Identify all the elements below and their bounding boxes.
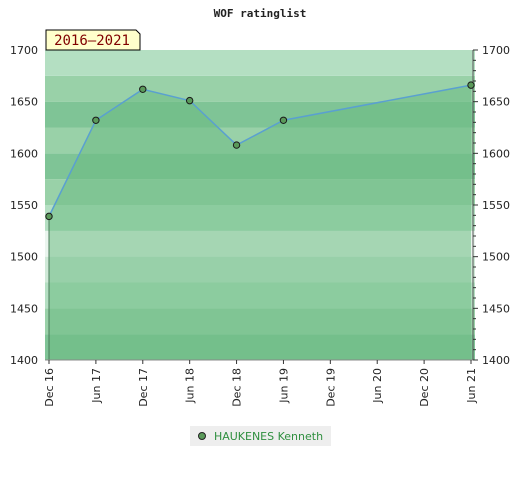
x-tick-label: Dec 16 xyxy=(43,368,56,407)
y-tick-label-right: 1600 xyxy=(482,147,510,160)
y-tick-label-left: 1600 xyxy=(10,147,38,160)
y-tick-label-right: 1650 xyxy=(482,96,510,109)
legend-label: HAUKENES Kenneth xyxy=(213,429,324,443)
y-tick-label-left: 1700 xyxy=(10,44,38,57)
data-point xyxy=(92,116,100,124)
y-tick-label-left: 1400 xyxy=(10,354,38,367)
series-points xyxy=(45,81,475,221)
axes xyxy=(45,49,478,364)
series-area-fill xyxy=(49,85,471,360)
data-point xyxy=(467,81,475,89)
x-tick-label: Jun 20 xyxy=(371,368,384,404)
y-tick-label-left: 1650 xyxy=(10,96,38,109)
data-point xyxy=(45,212,53,221)
period-badge: 2016–2021 xyxy=(45,29,141,51)
x-tick-label: Dec 18 xyxy=(231,368,244,407)
legend: HAUKENES Kenneth xyxy=(190,426,331,446)
x-tick-label: Jun 19 xyxy=(277,368,290,404)
x-tick-labels: Dec 16 Jun 17 Dec 17 Jun 18 Dec 18 Jun 19 Dec … xyxy=(43,368,478,407)
y-tick-label-left: 1500 xyxy=(10,251,38,264)
data-point xyxy=(232,141,241,149)
x-tick-label: Jun 21 xyxy=(465,368,478,404)
y-tick-label-right: 1550 xyxy=(482,199,510,212)
period-label: 2016–2021 xyxy=(54,33,130,49)
y-tick-label-right: 1700 xyxy=(482,44,510,57)
y-tick-label-right: 1500 xyxy=(482,251,510,264)
x-tick-label: Dec 20 xyxy=(418,368,431,407)
y-tick-label-left: 1550 xyxy=(10,199,38,212)
y-tick-label-right: 1450 xyxy=(482,302,510,315)
data-point xyxy=(185,96,194,105)
legend-marker-icon xyxy=(197,432,206,440)
background-band xyxy=(45,50,475,76)
x-tick-label: Dec 17 xyxy=(137,368,150,407)
data-point xyxy=(139,85,147,93)
chart-title: WOF ratinglist xyxy=(214,7,307,20)
y-tick-label-left: 1450 xyxy=(10,302,38,315)
y-tick-labels: 1400 1400 1450 1450 1500 1500 1550 1550 1600 1600… xyxy=(10,44,510,367)
data-point xyxy=(279,116,288,124)
x-tick-label: Dec 19 xyxy=(324,368,337,407)
x-tick-label: Jun 17 xyxy=(90,368,103,404)
y-tick-label-right: 1400 xyxy=(482,354,510,367)
x-tick-label: Jun 18 xyxy=(184,368,197,404)
